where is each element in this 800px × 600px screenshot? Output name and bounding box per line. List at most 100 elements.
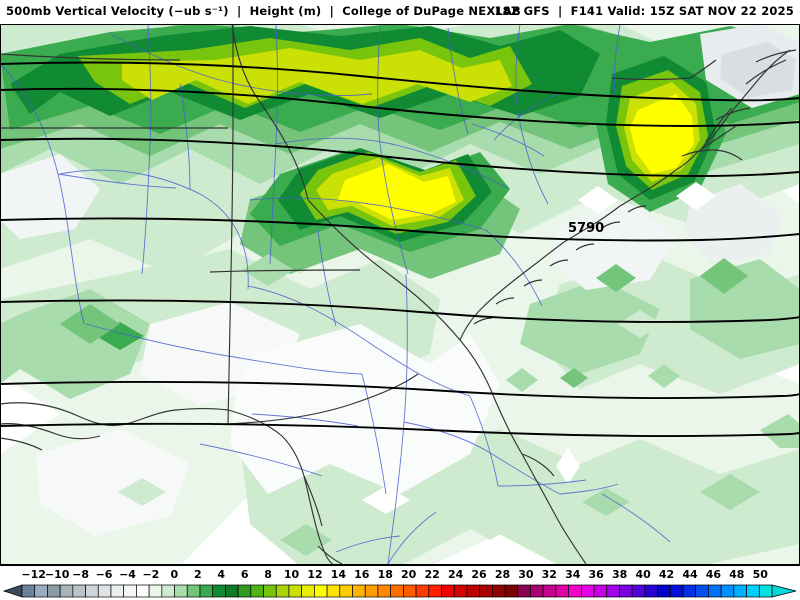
colorbar-swatch[interactable] — [47, 584, 61, 598]
colorbar-tick-label: 24 — [447, 568, 464, 581]
product-name: 500mb Vertical Velocity — [6, 4, 165, 18]
height-contour-5850 — [0, 61, 800, 102]
colorbar-tick-label: 10 — [283, 568, 300, 581]
colorbar-swatch[interactable] — [314, 584, 328, 598]
colorbar-swatch[interactable] — [288, 584, 303, 598]
colorbar-extend-low — [2, 584, 23, 598]
colorbar-swatch[interactable] — [225, 584, 239, 598]
colorbar-swatch[interactable] — [708, 584, 722, 598]
colorbar-swatch[interactable] — [491, 584, 506, 598]
height-contour-5760 — [0, 381, 800, 399]
model-run: 18Z GFS — [494, 4, 550, 18]
vv-band-neg-florida — [230, 324, 500, 494]
colorbar-tick-label: −12 — [21, 568, 46, 581]
colorbar-tick-label: −10 — [44, 568, 70, 581]
colorbar-swatch[interactable] — [97, 584, 112, 598]
colorbar-swatch[interactable] — [110, 584, 125, 598]
vv-band-neg-coast — [552, 204, 676, 290]
colorbar-swatch[interactable] — [148, 584, 163, 598]
colorbar-tick-label: 4 — [217, 568, 226, 581]
colorbar-swatch[interactable] — [695, 584, 709, 598]
colorbar-swatch[interactable] — [364, 584, 379, 598]
title-separator-3: | — [558, 4, 563, 18]
colorbar-swatch[interactable] — [746, 584, 760, 598]
colorbar-swatch[interactable] — [580, 584, 595, 598]
vv-core-carolina — [630, 94, 694, 174]
colorbar-swatch[interactable] — [555, 584, 569, 598]
height-contour-5800 — [0, 137, 800, 177]
colorbar-swatch[interactable] — [199, 584, 214, 598]
colorbar-swatch[interactable] — [644, 584, 658, 598]
colorbar-swatch[interactable] — [428, 584, 442, 598]
vertical-velocity-contour-fill — [0, 24, 800, 564]
colorbar-swatch[interactable] — [415, 584, 430, 598]
colorbar-swatch[interactable] — [733, 584, 747, 598]
colorbar-swatch[interactable] — [123, 584, 137, 598]
colorbar-swatch[interactable] — [403, 584, 417, 598]
colorbar-swatch[interactable] — [250, 584, 264, 598]
colorbar-swatch[interactable] — [619, 584, 633, 598]
vv-band-6-atlantic-1 — [520, 279, 660, 374]
data-source: College of DuPage NEXLAB — [342, 4, 521, 18]
colorbar-swatch[interactable] — [59, 584, 74, 598]
colorbar-swatch[interactable] — [161, 584, 175, 598]
colorbar-tick-label: 14 — [330, 568, 347, 581]
colorbar-swatch[interactable] — [466, 584, 480, 598]
valid-label: Valid: — [607, 4, 646, 18]
colorbar-swatch[interactable] — [85, 584, 99, 598]
colorbar-tick-label: 48 — [729, 568, 745, 581]
colorbar-tick-labels: −12 −10 −8 −6 −4 −2 0 2 4 6 8 10 12 14 16 18 20 22 24 26 28 3… — [0, 568, 800, 582]
colorbar-swatch[interactable] — [326, 584, 341, 598]
colorbar-tick-label: 36 — [588, 568, 604, 581]
colorbar-swatch[interactable] — [453, 584, 468, 598]
colorbar-swatch[interactable] — [593, 584, 608, 598]
colorbar-swatch[interactable] — [174, 584, 188, 598]
vv-core-ga — [338, 164, 456, 220]
colorbar-swatch[interactable] — [530, 584, 544, 598]
colorbar-swatch[interactable] — [377, 584, 391, 598]
colorbar-swatch[interactable] — [568, 584, 582, 598]
colorbar-swatch[interactable] — [237, 584, 252, 598]
colorbar-swatch[interactable] — [682, 584, 697, 598]
colorbar-swatches[interactable] — [0, 584, 800, 598]
colorbar-swatch[interactable] — [479, 584, 493, 598]
colorbar-swatch[interactable] — [21, 584, 36, 598]
colorbar-swatch[interactable] — [631, 584, 646, 598]
colorbar-tick-label: 12 — [307, 568, 323, 581]
colorbar-tick-label: 16 — [354, 568, 370, 581]
colorbar-swatch[interactable] — [186, 584, 201, 598]
colorbar-swatch[interactable] — [212, 584, 226, 598]
colorbar-tick-label: 28 — [494, 568, 511, 581]
title-bar: 500mb Vertical Velocity (−ub s⁻¹) | Heig… — [0, 0, 800, 24]
colorbar-swatch[interactable] — [136, 584, 150, 598]
colorbar-tick-label: −4 — [119, 568, 136, 581]
colorbar-tick-label: 42 — [658, 568, 675, 581]
colorbar-swatch[interactable] — [504, 584, 519, 598]
colorbar-swatch[interactable] — [542, 584, 557, 598]
colorbar-tick-label: −2 — [142, 568, 160, 581]
colorbar-swatch[interactable] — [441, 584, 455, 598]
colorbar-swatch[interactable] — [339, 584, 353, 598]
colorbar-swatch[interactable] — [390, 584, 404, 598]
colorbar-swatch[interactable] — [606, 584, 620, 598]
map-canvas[interactable]: 5790 — [0, 24, 800, 566]
colorbar-tick-label: 46 — [705, 568, 722, 581]
colorbar-swatch[interactable] — [275, 584, 290, 598]
colorbar-swatch[interactable] — [72, 584, 86, 598]
colorbar-swatch[interactable] — [657, 584, 671, 598]
colorbar-swatch[interactable] — [758, 584, 773, 598]
colorbar-swatch[interactable] — [34, 584, 48, 598]
colorbar-swatch[interactable] — [301, 584, 315, 598]
colorbar-strip[interactable] — [0, 584, 800, 598]
colorbar-tick-label: 50 — [752, 568, 768, 581]
colorbar-extend-high — [771, 584, 797, 598]
colorbar-swatch[interactable] — [263, 584, 277, 598]
model-info: 18Z GFS | F141 Valid: 15Z SAT NOV 22 202… — [494, 4, 794, 18]
colorbar-swatch[interactable] — [517, 584, 531, 598]
colorbar-swatch[interactable] — [669, 584, 684, 598]
height-contours — [0, 61, 800, 438]
height-contour-5780 — [0, 299, 800, 323]
colorbar-swatch[interactable] — [720, 584, 735, 598]
colorbar[interactable]: −12 −10 −8 −6 −4 −2 0 2 4 6 8 10 12 14 16 18 20 22 24 26 28 3… — [0, 566, 800, 600]
colorbar-swatch[interactable] — [352, 584, 366, 598]
